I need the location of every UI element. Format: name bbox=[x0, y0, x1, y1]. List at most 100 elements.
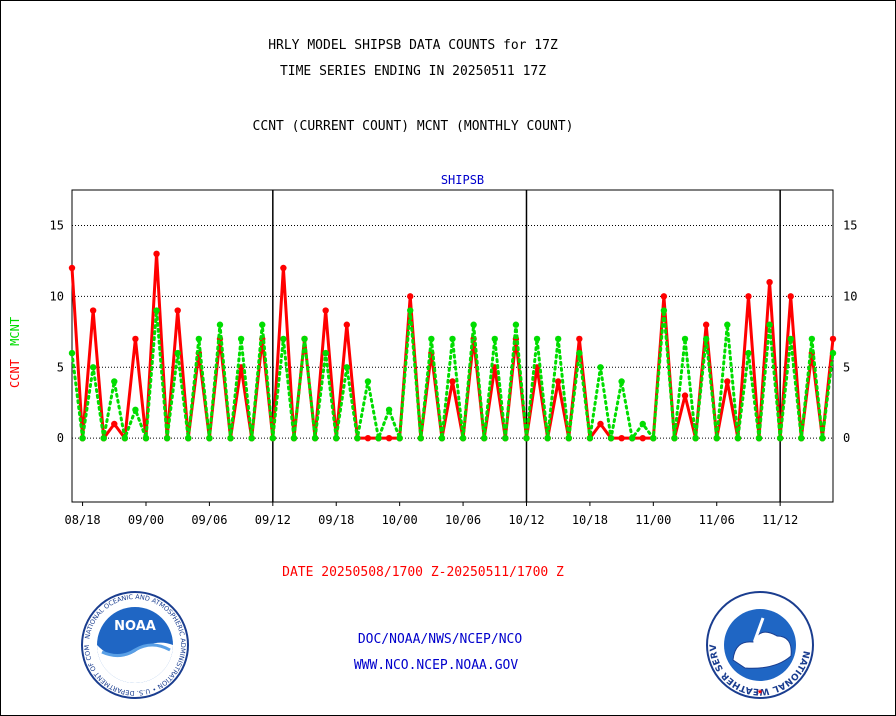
data-point-mcnt bbox=[766, 321, 773, 328]
data-point-mcnt bbox=[576, 349, 583, 357]
data-point-mcnt bbox=[745, 349, 752, 357]
data-point-mcnt bbox=[639, 420, 646, 428]
data-point-mcnt bbox=[523, 434, 530, 442]
data-point-ccnt bbox=[322, 307, 329, 314]
y-tick-label-left: 15 bbox=[50, 218, 64, 232]
data-point-ccnt bbox=[385, 434, 393, 442]
x-tick-label: 09/18 bbox=[318, 513, 354, 527]
data-point-mcnt bbox=[343, 364, 351, 371]
data-point-mcnt bbox=[417, 434, 424, 442]
data-point-mcnt bbox=[776, 434, 784, 442]
data-point-mcnt bbox=[734, 434, 742, 442]
data-point-mcnt bbox=[385, 406, 393, 414]
y-tick-label-left: 5 bbox=[57, 360, 64, 374]
data-point-mcnt bbox=[174, 349, 181, 357]
data-point-mcnt bbox=[364, 378, 372, 385]
data-point-ccnt bbox=[132, 335, 139, 343]
data-point-mcnt bbox=[808, 335, 816, 343]
chart-subtitle-time: TIME SERIES ENDING IN 20250511 17Z bbox=[279, 64, 547, 79]
data-point-mcnt bbox=[195, 335, 203, 343]
data-point-mcnt bbox=[185, 434, 192, 442]
x-tick-label: 10/12 bbox=[508, 513, 544, 527]
data-point-ccnt bbox=[639, 434, 646, 442]
data-point-mcnt bbox=[68, 349, 76, 357]
data-point-ccnt bbox=[407, 293, 414, 300]
data-point-ccnt bbox=[68, 264, 76, 272]
data-point-mcnt bbox=[333, 434, 340, 442]
data-point-mcnt bbox=[618, 378, 625, 385]
data-point-mcnt bbox=[724, 321, 731, 328]
x-tick-label: 09/06 bbox=[191, 513, 227, 527]
data-point-mcnt bbox=[491, 335, 498, 343]
data-point-ccnt bbox=[597, 420, 604, 428]
chart-title: HRLY MODEL SHIPSB DATA COUNTS for 17Z bbox=[268, 38, 558, 53]
data-point-mcnt bbox=[470, 321, 477, 328]
plot-subtitle: SHIPSB bbox=[441, 173, 484, 187]
data-point-mcnt bbox=[259, 321, 266, 328]
data-point-mcnt bbox=[269, 434, 277, 442]
data-point-mcnt bbox=[142, 434, 150, 442]
data-point-mcnt bbox=[819, 434, 826, 442]
data-point-mcnt bbox=[396, 434, 403, 442]
y-tick-label-right: 10 bbox=[843, 289, 857, 303]
x-tick-label: 08/18 bbox=[65, 513, 101, 527]
data-point-ccnt bbox=[745, 293, 752, 300]
noaa-logo-text: NOAA bbox=[114, 619, 156, 634]
data-point-ccnt bbox=[724, 378, 731, 385]
y-tick-label-right: 15 bbox=[843, 218, 857, 232]
data-point-ccnt bbox=[618, 434, 625, 442]
data-point-mcnt bbox=[787, 335, 794, 343]
data-point-ccnt bbox=[153, 250, 160, 258]
data-point-mcnt bbox=[301, 335, 308, 343]
data-point-mcnt bbox=[692, 434, 699, 442]
data-point-mcnt bbox=[459, 434, 467, 442]
x-tick-label: 11/06 bbox=[699, 513, 735, 527]
nws-logo-star: ★ bbox=[757, 686, 763, 697]
data-point-mcnt bbox=[544, 434, 551, 442]
data-point-mcnt bbox=[206, 434, 213, 442]
data-point-mcnt bbox=[428, 335, 435, 343]
x-tick-label: 09/12 bbox=[255, 513, 291, 527]
data-point-mcnt bbox=[407, 307, 414, 314]
data-point-mcnt bbox=[163, 434, 171, 442]
website-link[interactable]: WWW.NCO.NCEP.NOAA.GOV bbox=[353, 658, 519, 673]
y-tick-label-left: 0 bbox=[57, 431, 64, 445]
data-point-mcnt bbox=[554, 335, 562, 343]
data-point-mcnt bbox=[565, 434, 572, 442]
data-point-mcnt bbox=[713, 434, 720, 442]
series-line-mcnt bbox=[70, 309, 835, 440]
data-point-mcnt bbox=[438, 434, 446, 442]
x-tick-label: 11/12 bbox=[762, 513, 798, 527]
data-point-mcnt bbox=[248, 434, 255, 442]
data-point-mcnt bbox=[607, 434, 615, 442]
data-point-mcnt bbox=[671, 434, 678, 442]
data-point-ccnt bbox=[554, 378, 562, 385]
data-point-mcnt bbox=[79, 434, 86, 442]
data-point-ccnt bbox=[280, 264, 287, 272]
org-link[interactable]: DOC/NOAA/NWS/NCEP/NCO bbox=[357, 632, 523, 647]
data-point-ccnt bbox=[343, 321, 351, 328]
data-point-mcnt bbox=[216, 321, 224, 328]
data-point-mcnt bbox=[153, 307, 160, 314]
data-point-ccnt bbox=[787, 293, 794, 300]
data-point-mcnt bbox=[481, 434, 488, 442]
data-point-mcnt bbox=[502, 434, 509, 442]
data-point-mcnt bbox=[628, 434, 636, 442]
noaa-logo: NOAA NATIONAL OCEANIC AND ATMOSPHERIC AD… bbox=[80, 590, 189, 699]
x-tick-label: 10/18 bbox=[572, 513, 608, 527]
data-point-mcnt bbox=[237, 335, 245, 343]
data-point-mcnt bbox=[660, 307, 668, 314]
data-point-mcnt bbox=[512, 321, 520, 328]
data-point-ccnt bbox=[111, 420, 118, 428]
data-point-ccnt bbox=[576, 335, 583, 343]
data-point-mcnt bbox=[650, 434, 657, 442]
data-point-mcnt bbox=[798, 434, 805, 442]
data-point-mcnt bbox=[290, 434, 298, 442]
data-point-mcnt bbox=[375, 434, 382, 442]
data-point-mcnt bbox=[449, 335, 456, 343]
data-point-ccnt bbox=[174, 307, 181, 314]
data-point-mcnt bbox=[586, 434, 594, 442]
data-point-ccnt bbox=[449, 378, 456, 385]
data-point-ccnt bbox=[681, 392, 689, 399]
y-tick-label-right: 5 bbox=[843, 360, 850, 374]
